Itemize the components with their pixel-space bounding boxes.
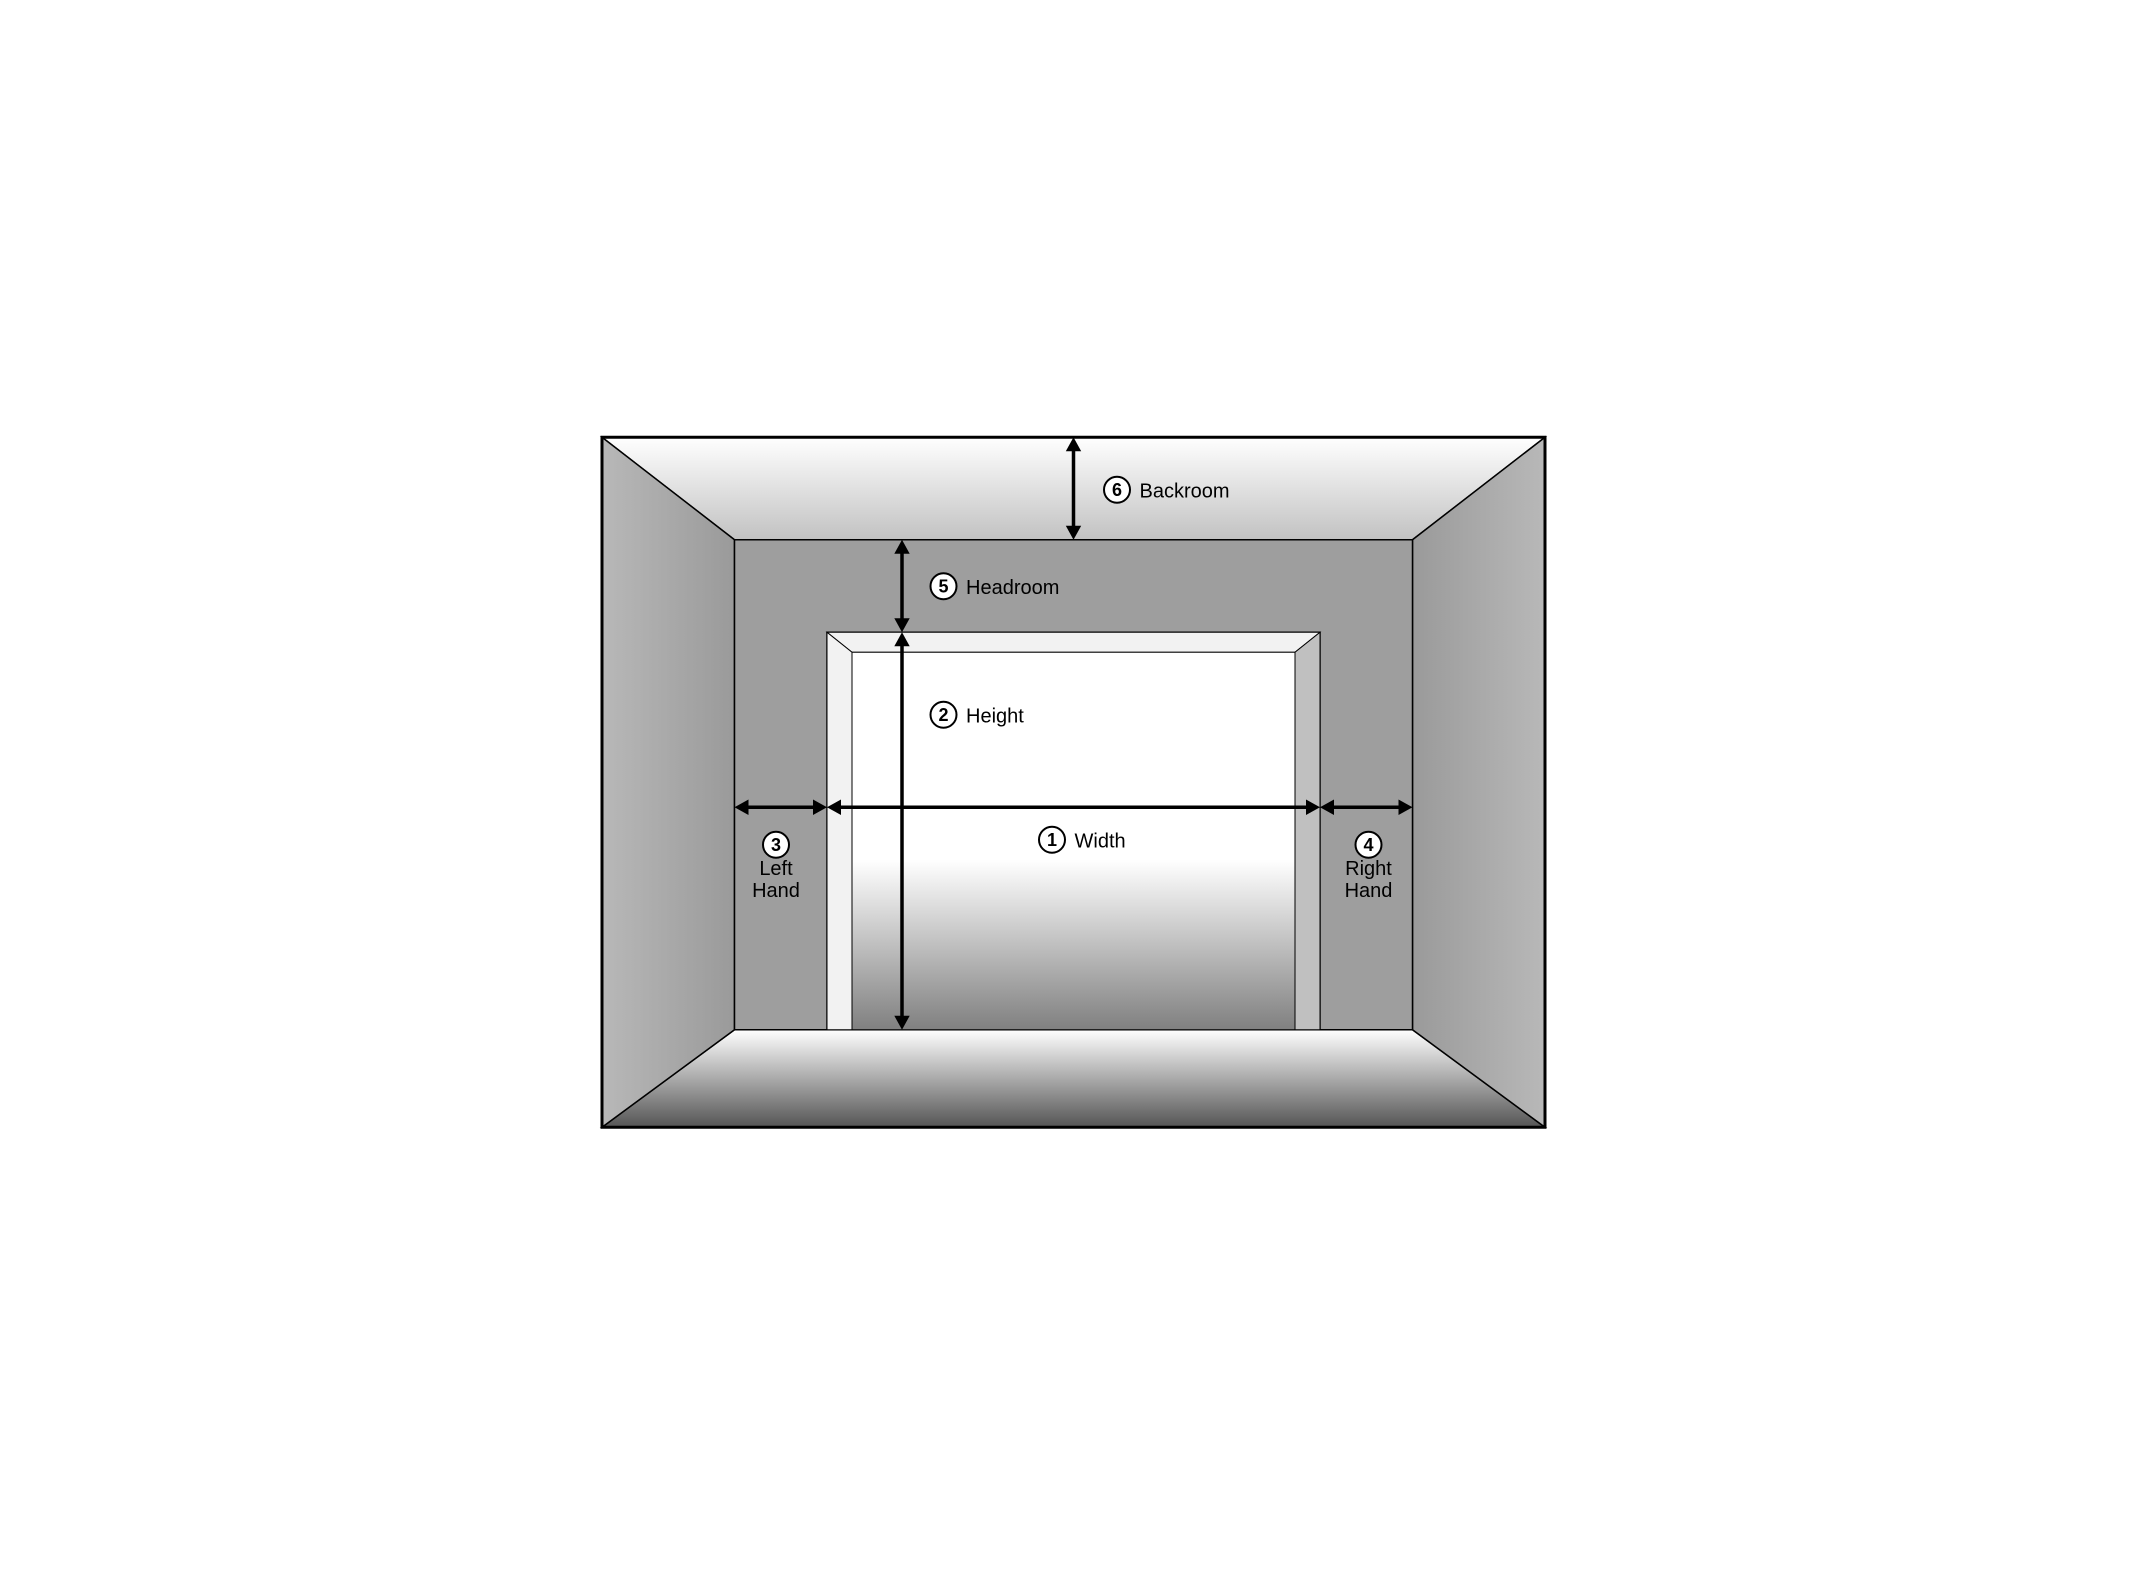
door-opening bbox=[852, 652, 1295, 1030]
badge-number-6: 6 bbox=[1111, 480, 1121, 500]
label-text-6: Backroom bbox=[1139, 480, 1229, 502]
door-left-reveal bbox=[827, 632, 852, 1030]
door-right-reveal bbox=[1295, 632, 1320, 1030]
floor-plane bbox=[602, 1030, 1545, 1128]
label-text-5: Headroom bbox=[966, 577, 1059, 599]
label-6: 6 Backroom bbox=[1104, 477, 1230, 503]
right-wall-plane bbox=[1412, 437, 1545, 1127]
badge-number-2: 2 bbox=[938, 705, 948, 725]
label-text-2: Height bbox=[966, 705, 1024, 727]
label-text-4: RightHand bbox=[1344, 858, 1392, 902]
garage-measurement-diagram: 1Width2Height3LeftHand4RightHand5Headroo… bbox=[537, 392, 1610, 1177]
label-text-1: Width bbox=[1074, 830, 1125, 852]
badge-number-5: 5 bbox=[938, 577, 948, 597]
badge-number-1: 1 bbox=[1046, 830, 1056, 850]
label-5: 5 Headroom bbox=[930, 573, 1059, 599]
label-2: 2 Height bbox=[930, 702, 1024, 728]
label-1: 1 Width bbox=[1039, 827, 1126, 853]
badge-number-4: 4 bbox=[1363, 835, 1373, 855]
left-wall-plane bbox=[602, 437, 735, 1127]
badge-number-3: 3 bbox=[770, 835, 780, 855]
